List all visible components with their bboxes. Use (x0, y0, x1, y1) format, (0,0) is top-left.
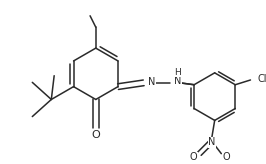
Text: N: N (208, 137, 215, 147)
Text: N: N (148, 77, 156, 87)
Text: N: N (174, 76, 181, 86)
Text: H: H (174, 68, 181, 77)
Text: O: O (190, 153, 198, 163)
Text: O: O (222, 153, 230, 163)
Text: Cl: Cl (257, 74, 266, 84)
Text: O: O (92, 130, 100, 140)
